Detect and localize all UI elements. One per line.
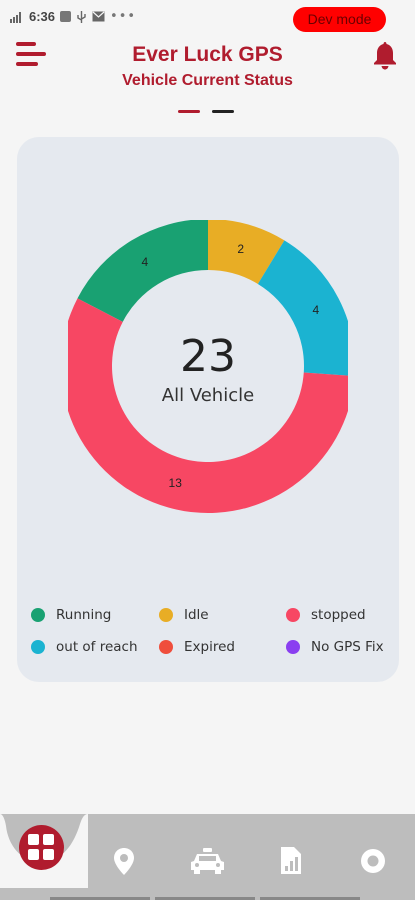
more-notifications-icon: ••• (110, 9, 137, 24)
legend-item-expired: Expired (159, 639, 235, 655)
legend-swatch (286, 608, 300, 622)
legend-item-stopped: stopped (286, 607, 366, 623)
car-icon[interactable] (191, 848, 224, 874)
legend-swatch (159, 640, 173, 654)
legend-swatch (286, 640, 300, 654)
signal-icon (10, 11, 21, 23)
page-dot[interactable] (212, 110, 234, 113)
legend-swatch (31, 640, 45, 654)
status-left: 6:36 ••• (10, 9, 136, 24)
notifications-button[interactable] (371, 40, 399, 70)
status-time: 6:36 (29, 9, 56, 24)
report-document-icon[interactable] (281, 847, 301, 874)
total-vehicle-count: 23 (180, 331, 236, 382)
donut-slice-stopped[interactable] (68, 298, 348, 514)
legend-label: Idle (184, 607, 209, 623)
app-header: Ever Luck GPS Vehicle Current Status (0, 34, 415, 124)
legend-label: No GPS Fix (311, 639, 384, 655)
notification-icon (60, 11, 72, 22)
donut-value-label: 4 (142, 255, 149, 269)
nav-divider (155, 897, 255, 900)
dashboard-grid-icon (28, 834, 55, 861)
legend-swatch (159, 608, 173, 622)
status-bar: 6:36 ••• Dev mode (0, 0, 415, 34)
nav-dashboard-button[interactable] (19, 825, 64, 870)
legend-label: Running (56, 607, 112, 623)
donut-value-label: 13 (169, 476, 183, 490)
nav-divider (260, 897, 360, 900)
nav-divider (50, 897, 150, 900)
vehicle-status-card: 4 2 4 13 23 All Vehicle Running Idle stopped o… (17, 137, 399, 682)
legend-label: Expired (184, 639, 235, 655)
app-title: Ever Luck GPS (132, 43, 283, 66)
donut-value-label: 2 (237, 242, 244, 256)
total-vehicle-label: All Vehicle (161, 385, 255, 406)
page-subtitle: Vehicle Current Status (122, 72, 293, 89)
legend-item-running: Running (31, 607, 111, 623)
donut-slice-idle[interactable] (208, 220, 285, 284)
legend-label: out of reach (56, 639, 138, 655)
donut-value-label: 4 (313, 303, 320, 317)
circle-settings-icon[interactable] (360, 848, 386, 874)
nav-notch-shape (0, 800, 88, 888)
page-indicator (178, 110, 234, 113)
legend-item-out-of-reach: out of reach (31, 639, 138, 655)
vehicle-status-donut-chart: 4 2 4 13 (68, 220, 348, 514)
legend-swatch (31, 608, 45, 622)
legend-item-idle: Idle (159, 607, 209, 623)
legend-label: stopped (311, 607, 366, 623)
usb-icon (77, 10, 86, 23)
bottom-navigation (0, 800, 415, 900)
donut-slice-out-of-reach[interactable] (257, 240, 348, 376)
menu-button[interactable] (16, 40, 48, 68)
bell-icon (374, 42, 396, 70)
dev-mode-badge[interactable]: Dev mode (293, 7, 386, 32)
mail-icon (92, 11, 105, 22)
location-pin-icon[interactable] (113, 848, 135, 875)
donut-slice-running[interactable] (77, 220, 208, 322)
hamburger-menu-icon (16, 42, 46, 66)
page-dot-active[interactable] (178, 110, 200, 113)
legend-item-no-gps-fix: No GPS Fix (286, 639, 384, 655)
